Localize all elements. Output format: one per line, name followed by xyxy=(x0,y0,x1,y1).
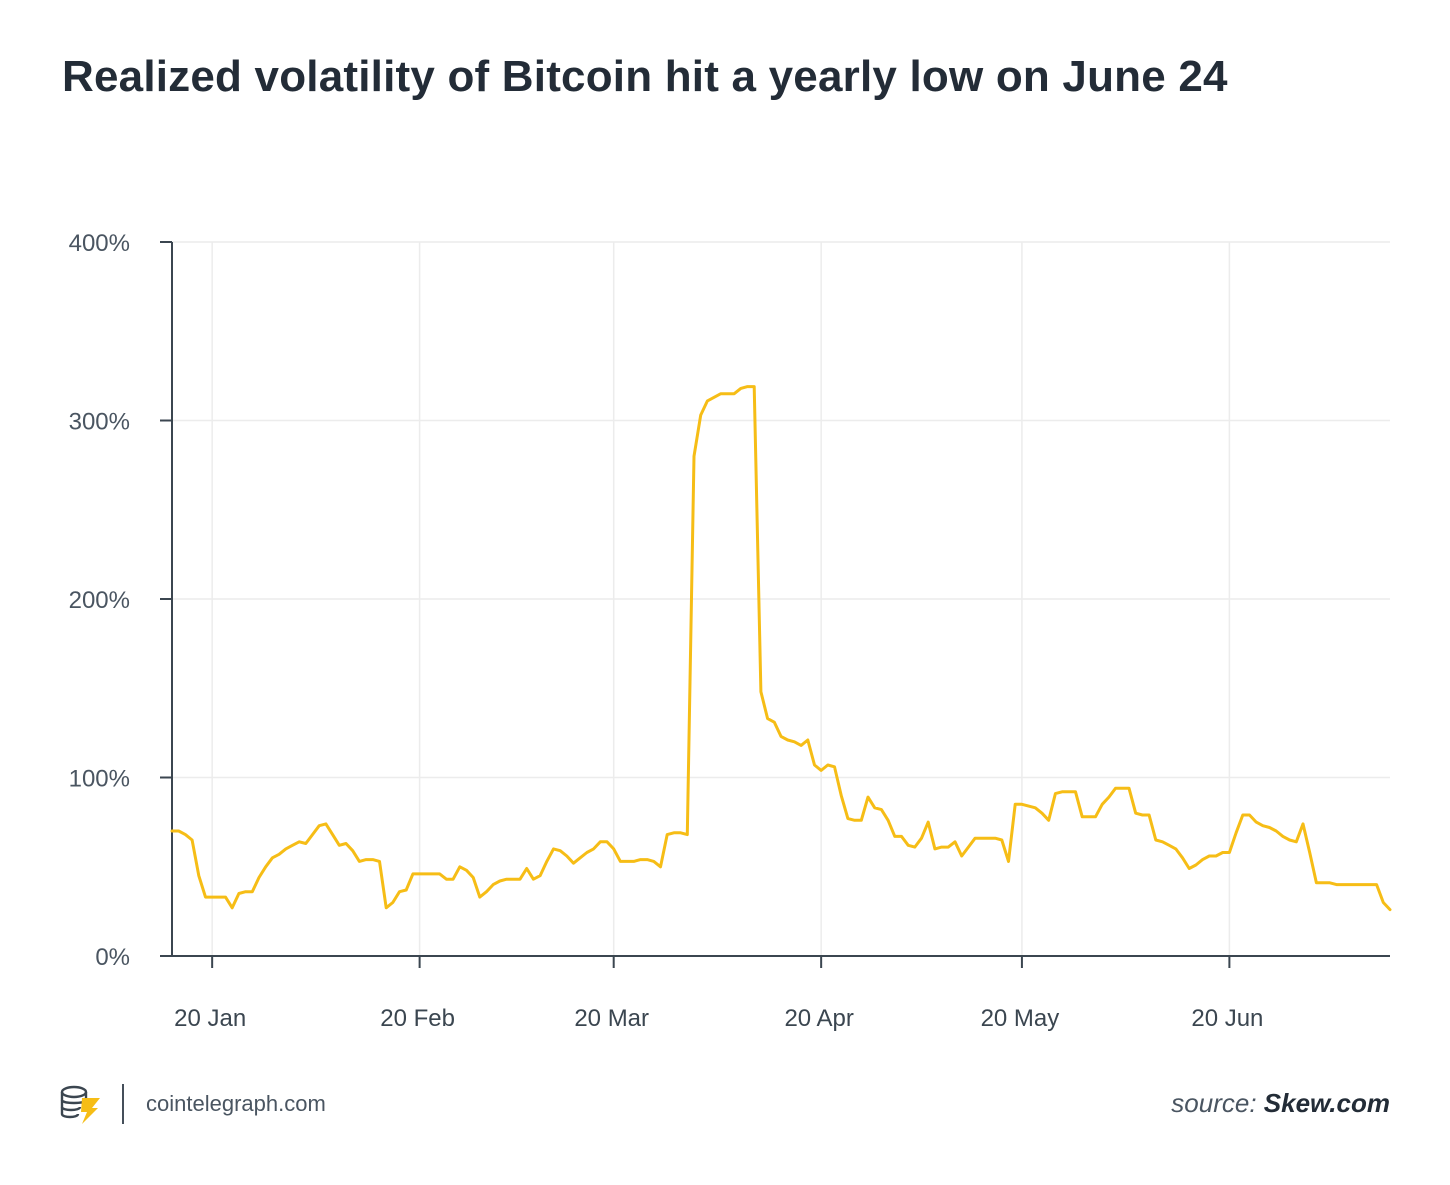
y-tick-label: 400% xyxy=(69,230,130,257)
source-credit: source: Skew.com xyxy=(1171,1088,1390,1119)
y-tick-label: 300% xyxy=(69,409,130,436)
cointelegraph-logo-icon xyxy=(60,1085,100,1124)
axes xyxy=(160,241,1390,968)
x-tick-label: 20 Apr xyxy=(784,1005,853,1032)
x-tick-label: 20 May xyxy=(981,1005,1060,1032)
footer-brand: cointelegraph.com xyxy=(58,1082,326,1126)
y-tick-label: 200% xyxy=(69,587,130,614)
footer-divider xyxy=(122,1084,124,1124)
y-tick-label: 0% xyxy=(95,944,130,971)
source-name: Skew.com xyxy=(1263,1088,1390,1118)
x-tick-label: 20 Jan xyxy=(174,1005,246,1032)
x-tick-label: 20 Jun xyxy=(1191,1005,1263,1032)
tick-labels: 0% 100% 200% 300% 400% 20 Jan 20 Feb 20 Mar 20 A… xyxy=(69,230,1264,1032)
source-prefix: source: xyxy=(1171,1088,1257,1118)
grid-lines xyxy=(172,241,1390,956)
x-tick-label: 20 Feb xyxy=(380,1005,455,1032)
chart-title: Realized volatility of Bitcoin hit a yea… xyxy=(62,52,1228,101)
site-name: cointelegraph.com xyxy=(146,1091,326,1116)
y-tick-label: 100% xyxy=(69,766,130,793)
series-line-volatility xyxy=(170,385,1392,912)
x-tick-label: 20 Mar xyxy=(574,1005,649,1032)
